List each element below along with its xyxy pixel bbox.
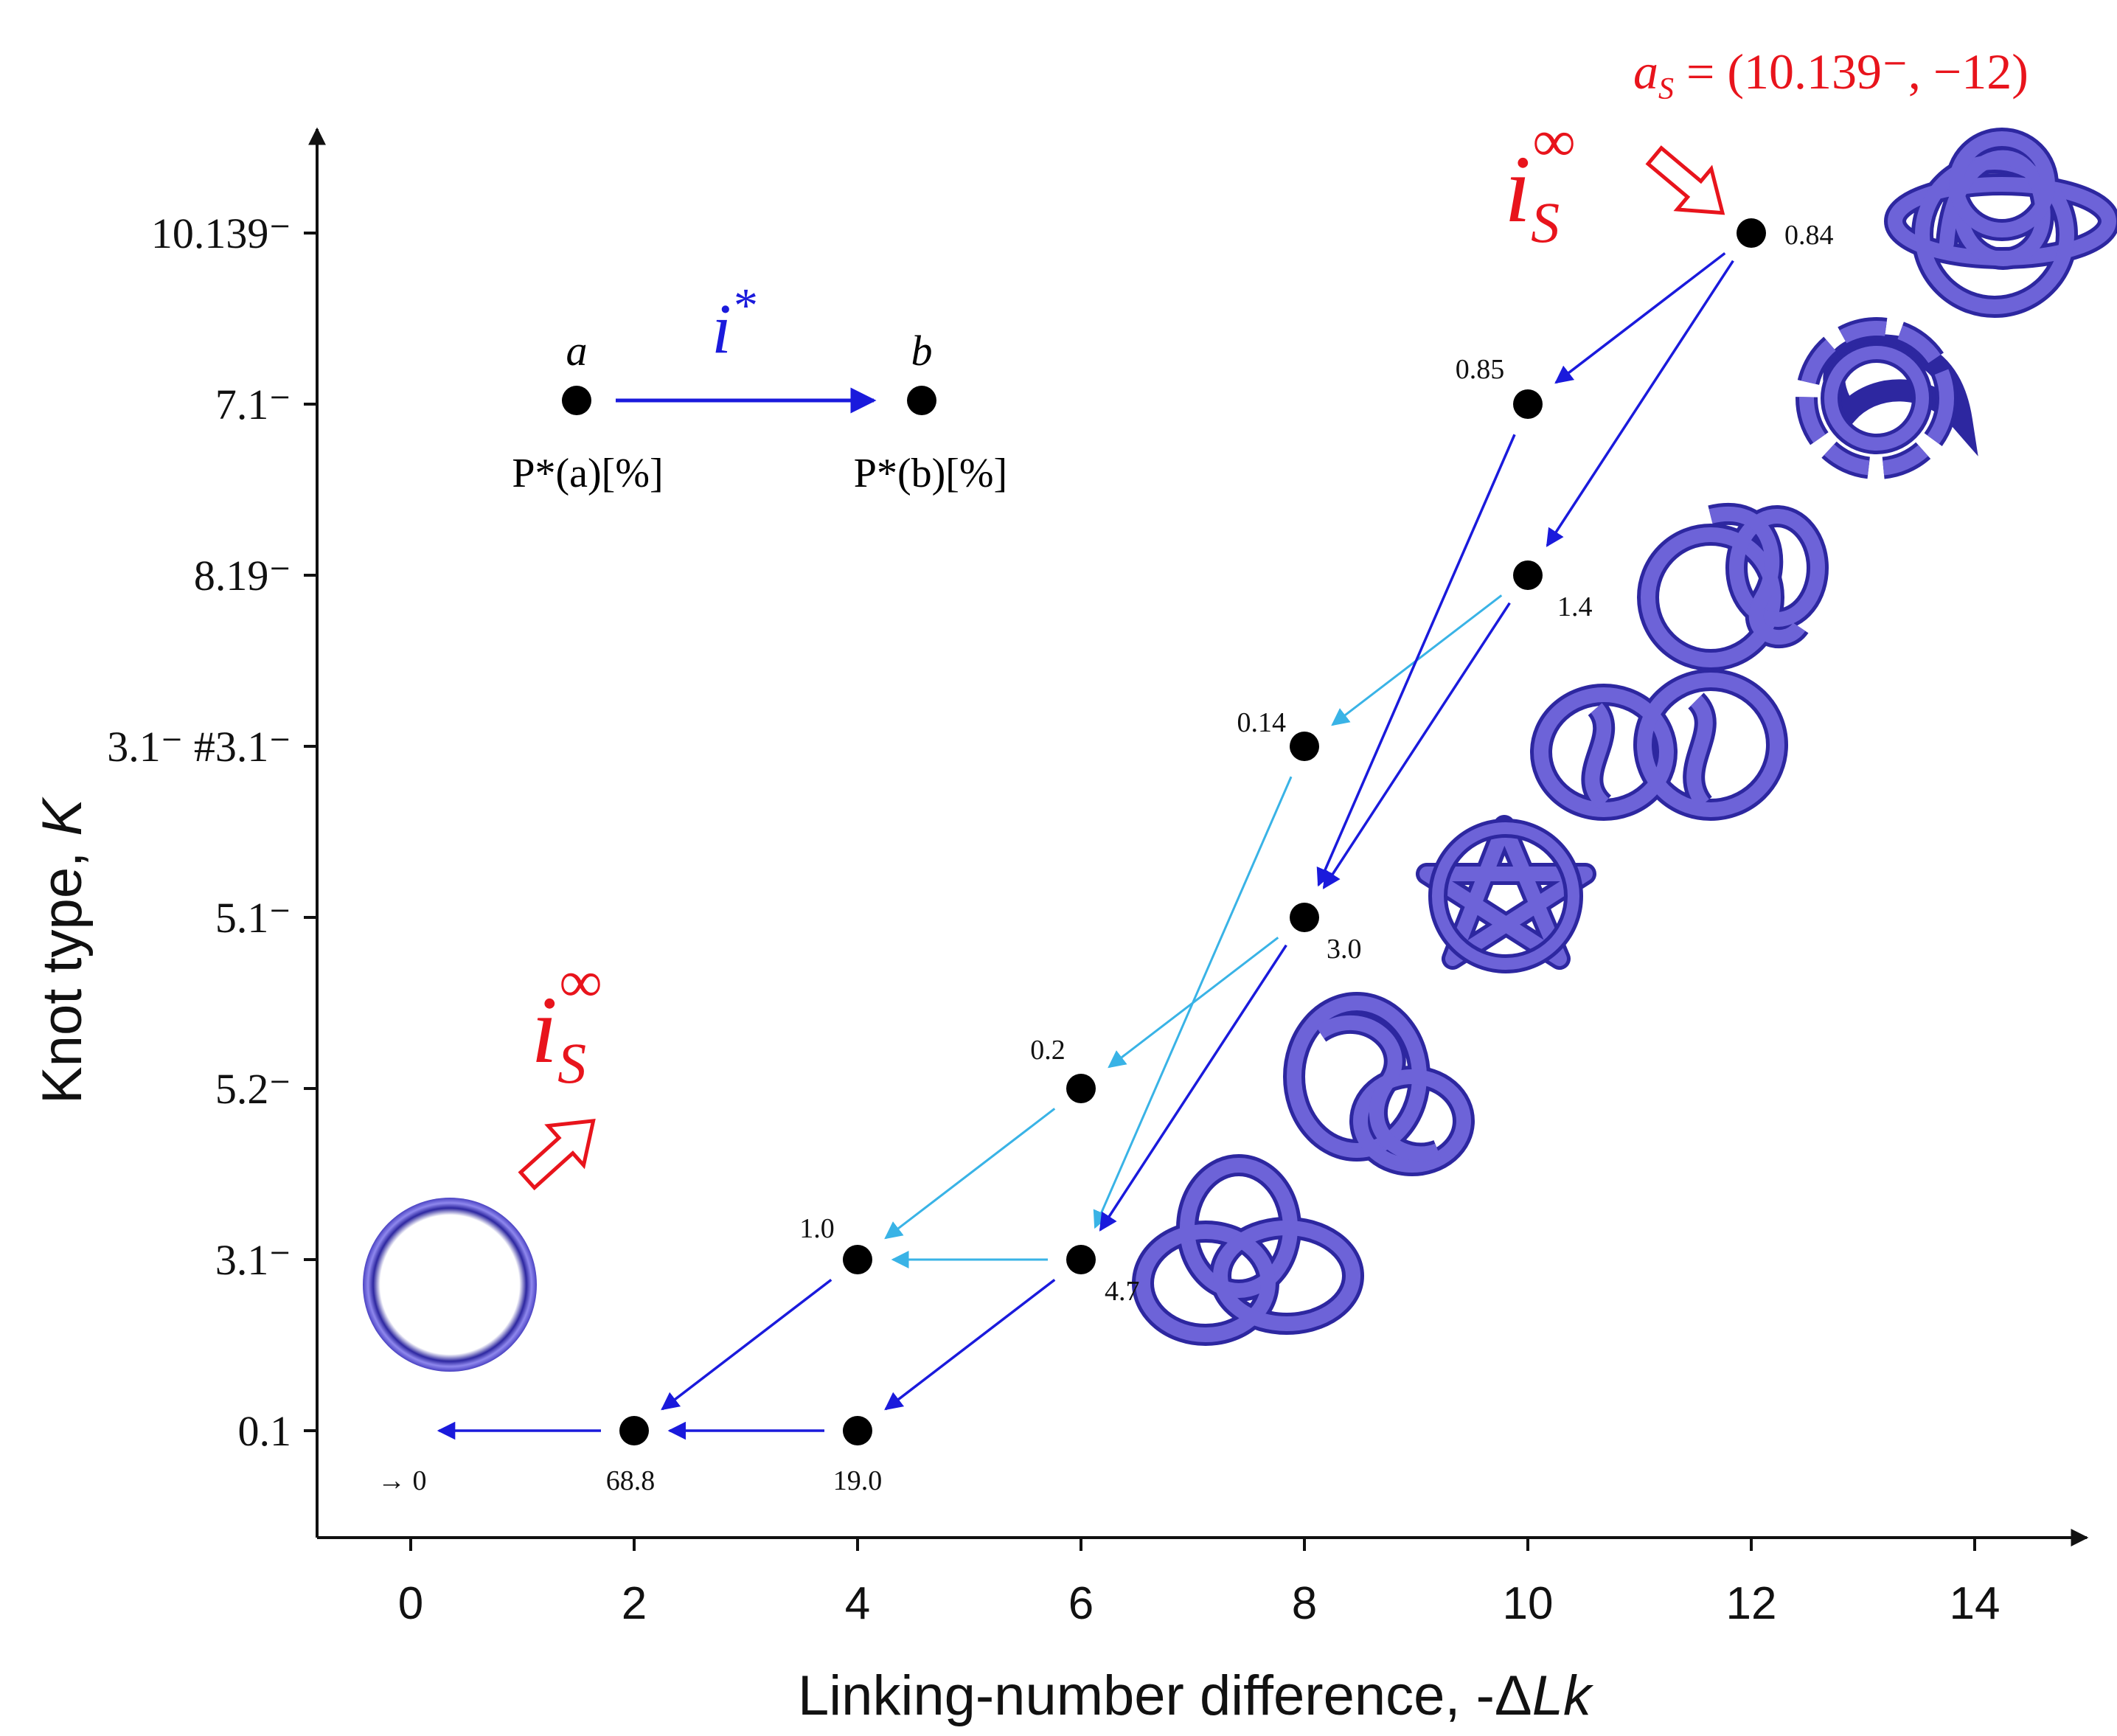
y-tick-label-3: 5.1⁻ [215, 894, 291, 942]
granny-3-1-sum-image [1530, 669, 1788, 821]
point-label-0.85: 0.85 [1456, 354, 1505, 385]
x-tick-label-14: 14 [1950, 1578, 2000, 1629]
legend-label-b: b [911, 327, 933, 375]
data-point-3.0 [1290, 903, 1319, 932]
point-label-3.0: 3.0 [1327, 934, 1362, 965]
legend-pb: P*(b)[%] [854, 451, 1007, 496]
data-points [619, 218, 1766, 1445]
knot-7-1-image [1796, 317, 1978, 479]
data-point-4.7 [1066, 1245, 1096, 1274]
major-transition-arrow-6 [661, 1278, 832, 1411]
minor-transition-arrow-3 [884, 1108, 1056, 1240]
data-point-1.0 [843, 1245, 872, 1274]
point-label-1.4: 1.4 [1557, 591, 1593, 622]
x-ticks: 0 2 4 6 8 10 12 14 [398, 1538, 2000, 1629]
data-point-1.4 [1513, 560, 1543, 590]
unknot-ring-image [363, 1198, 537, 1372]
point-label-0.14: 0.14 [1237, 707, 1287, 738]
y-tick-label-4: 3.1⁻ #3.1⁻ [107, 723, 291, 771]
data-point-19.0 [843, 1416, 872, 1445]
x-tick-label-12: 12 [1726, 1578, 1777, 1629]
point-label-68.8: 68.8 [606, 1465, 656, 1496]
legend-point-b [907, 386, 936, 415]
point-label-0.2: 0.2 [1030, 1035, 1066, 1066]
minor-transition-arrow-2 [1108, 937, 1279, 1069]
unknot-label: → 0 [378, 1465, 427, 1496]
svg-text:iS∞: iS∞ [531, 950, 602, 1095]
x-tick-label-4: 4 [845, 1578, 870, 1629]
data-point-68.8 [619, 1416, 649, 1445]
y-tick-label-5: 8.19⁻ [194, 552, 291, 600]
legend-point-a [562, 386, 591, 415]
major-transitions [437, 251, 1734, 1440]
x-tick-label-8: 8 [1292, 1578, 1317, 1629]
x-axis-title: Linking-number difference, -ΔLk [798, 1664, 1594, 1727]
y-tick-label-7: 10.139⁻ [151, 209, 291, 257]
data-point-0.14 [1290, 732, 1319, 761]
data-point-0.84 [1737, 218, 1766, 248]
point-labels: 68.8 19.0 1.0 4.7 0.2 3.0 0.14 1.4 0.85 0.84 [606, 220, 1834, 1496]
legend-arrow-label: i* [712, 279, 756, 368]
knot-5-1-image [1416, 815, 1596, 973]
data-point-0.85 [1513, 389, 1543, 419]
major-transition-arrow-0 [1554, 251, 1726, 384]
x-tick-label-10: 10 [1503, 1578, 1554, 1629]
x-tick-label-0: 0 [398, 1578, 423, 1629]
trefoil-3-1-image [1132, 1154, 1364, 1346]
start-annotation-bottom: iS∞ [518, 950, 602, 1191]
x-tick-label-6: 6 [1068, 1578, 1094, 1629]
start-annotation-top: iS∞ [1504, 109, 1725, 254]
legend: a b i* P*(a)[%] P*(b)[%] [512, 279, 1007, 496]
major-transition-arrow-3 [1322, 602, 1511, 889]
major-transition-arrow-4 [1099, 944, 1287, 1232]
major-transition-arrow-2 [1316, 434, 1516, 887]
y-tick-label-0: 0.1 [238, 1407, 292, 1455]
y-tick-label-6: 7.1⁻ [215, 381, 291, 428]
knot-5-2-image [1283, 992, 1475, 1176]
y-ticks: 0.1 3.1⁻ 5.2⁻ 5.1⁻ 3.1⁻ #3.1⁻ 8.19⁻ 7.1⁻ 10.139… [107, 209, 317, 1455]
knot-8-19-image [1637, 503, 1829, 671]
y-tick-label-2: 5.2⁻ [215, 1065, 291, 1113]
point-label-19.0: 19.0 [833, 1465, 883, 1496]
knot-10-139-image [1884, 128, 2117, 318]
point-label-1.0: 1.0 [799, 1213, 835, 1244]
y-tick-label-1: 3.1⁻ [215, 1236, 291, 1284]
svg-text:iS∞: iS∞ [1504, 109, 1575, 254]
minor-transitions [884, 594, 1503, 1268]
data-point-0.2 [1066, 1074, 1096, 1103]
x-tick-label-2: 2 [622, 1578, 647, 1629]
as-annotation: aS = (10.139⁻, −12) [1633, 44, 2029, 106]
point-label-4.7: 4.7 [1105, 1276, 1140, 1307]
legend-label-a: a [566, 327, 588, 375]
point-label-0.84: 0.84 [1784, 220, 1834, 251]
major-transition-arrow-1 [1546, 260, 1734, 547]
major-transition-arrow-5 [884, 1278, 1056, 1411]
y-axis-title: Knot type, K [31, 796, 94, 1104]
legend-pa: P*(a)[%] [512, 451, 663, 496]
